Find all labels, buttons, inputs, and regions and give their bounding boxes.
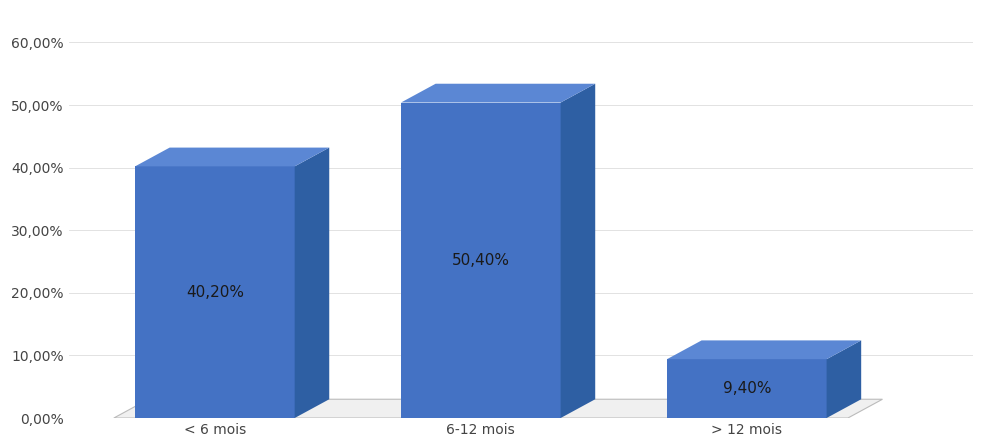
Text: 9,40%: 9,40% — [722, 381, 771, 396]
Polygon shape — [561, 84, 595, 418]
Polygon shape — [114, 399, 883, 418]
Polygon shape — [667, 359, 827, 418]
Polygon shape — [827, 340, 861, 418]
Polygon shape — [135, 147, 330, 166]
Polygon shape — [401, 84, 595, 103]
Polygon shape — [294, 147, 330, 418]
Text: 50,40%: 50,40% — [452, 253, 510, 268]
Polygon shape — [667, 340, 861, 359]
Text: 40,20%: 40,20% — [186, 284, 244, 300]
Polygon shape — [135, 166, 294, 418]
Polygon shape — [401, 103, 561, 418]
